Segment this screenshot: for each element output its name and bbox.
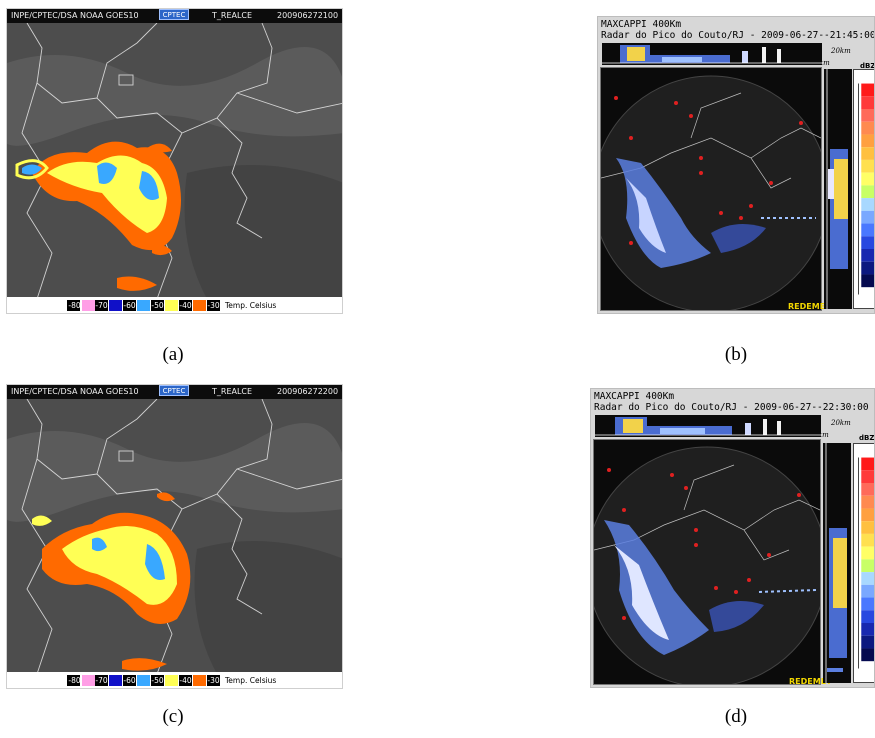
legend-value: -50 [151,676,164,685]
legend-unit-label: Temp. Celsius [225,676,277,685]
vertical-cross-section [824,69,852,309]
legend-value: -40 [179,676,192,685]
legend-value: -80 [68,676,81,685]
legend-value: -40 [179,301,192,310]
height-label: 20km [831,47,851,55]
horizontal-cross-section [595,415,821,437]
satellite-header: INPE/CPTEC/DSA NOAA GOES10 CPTEC T_REALC… [7,385,342,399]
temperature-legend: -80 -70 -60 -50 -40 -30 Temp. Celsius [7,297,342,313]
radar-echoes [604,520,817,655]
timestamp-label: 200906272200 [277,387,339,396]
caption-d: (d) [724,706,748,727]
redemet-watermark: REDEMET [788,302,831,311]
satellite-source-label: INPE/CPTEC/DSA NOAA GOES10 [11,11,139,20]
radar-scope [591,439,828,687]
dbz-unit-label: dBZ [859,434,875,442]
dbz-color-scale [853,69,874,309]
caption-c: (c) [162,706,184,727]
satellite-source-label: INPE/CPTEC/DSA NOAA GOES10 [11,387,139,396]
radar-product-label: MAXCAPPI 400Km [601,19,682,30]
cptec-logo: CPTEC [159,385,189,396]
horizontal-cross-section [602,43,822,65]
satellite-map [7,399,342,674]
cptec-logo: CPTEC [159,9,189,20]
radar-image-d: MAXCAPPI 400Km Radar do Pico do Couto/RJ… [590,388,875,688]
radar-title: MAXCAPPI 400Km Radar do Pico do Couto/RJ… [601,19,875,41]
radar-product-label: MAXCAPPI 400Km [594,391,675,402]
timestamp-label: 200906272100 [277,11,339,20]
radar-site-timestamp: Radar do Pico do Couto/RJ - 2009-06-27--… [601,30,875,41]
redemet-watermark: REDEMET [789,677,832,686]
product-label: T_REALCE [212,387,253,396]
product-label: T_REALCE [212,11,253,20]
dbz-unit-label: dBZ [860,62,875,70]
legend-value: -30 [207,676,220,685]
caption-b: (b) [724,344,748,365]
legend-value: -60 [123,301,136,310]
radar-site-timestamp: Radar do Pico do Couto/RJ - 2009-06-27--… [594,402,869,413]
legend-value: -70 [95,676,108,685]
legend-unit-label: Temp. Celsius [225,301,277,310]
height-label: 20km [831,419,851,427]
satellite-image-a: INPE/CPTEC/DSA NOAA GOES10 CPTEC T_REALC… [6,8,343,314]
radar-image-b: MAXCAPPI 400Km Radar do Pico do Couto/RJ… [597,16,875,314]
radar-scope [598,67,830,313]
legend-value: -30 [207,301,220,310]
legend-value: -80 [68,301,81,310]
satellite-map [7,23,342,299]
legend-value: -70 [95,301,108,310]
radar-echoes [616,158,816,268]
vertical-cross-section [823,443,851,683]
legend-value: -60 [123,676,136,685]
convective-cloud-c [32,492,191,671]
dbz-color-scale [853,443,874,683]
caption-a: (a) [162,344,184,365]
convective-cloud-a [15,141,181,291]
temperature-legend: -80 -70 -60 -50 -40 -30 Temp. Celsius [7,672,342,688]
satellite-header: INPE/CPTEC/DSA NOAA GOES10 CPTEC T_REALC… [7,9,342,23]
legend-value: -50 [151,301,164,310]
radar-title: MAXCAPPI 400Km Radar do Pico do Couto/RJ… [594,391,869,413]
satellite-image-c: INPE/CPTEC/DSA NOAA GOES10 CPTEC T_REALC… [6,384,343,689]
